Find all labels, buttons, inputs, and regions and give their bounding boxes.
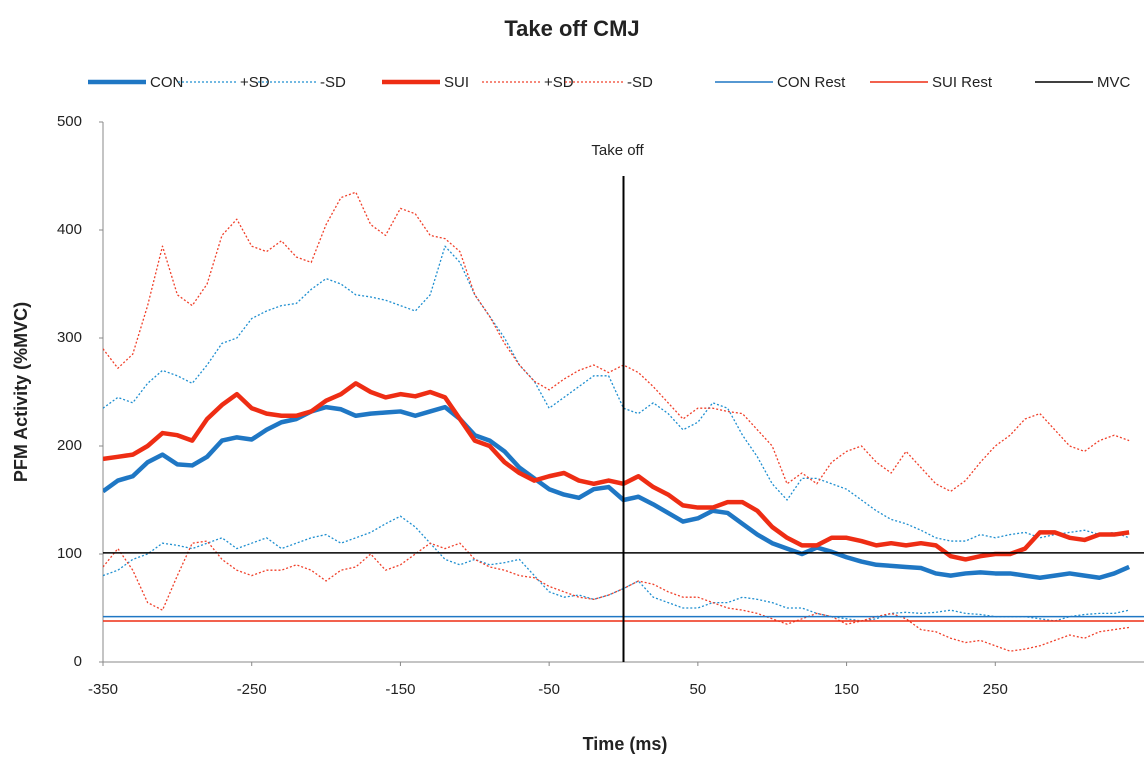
- x-tick-label: -50: [538, 681, 560, 698]
- series-line: [103, 245, 1130, 542]
- y-tick-label: 200: [57, 437, 82, 454]
- x-axis-title: Time (ms): [583, 734, 668, 754]
- series-line: [103, 381, 1130, 562]
- legend-label: -SD: [627, 74, 653, 91]
- series-line: [103, 191, 1130, 493]
- vline-label: Take off: [591, 142, 644, 159]
- x-tick-label: -150: [385, 681, 415, 698]
- legend-label: CON: [150, 74, 183, 91]
- series-line: [103, 404, 1131, 581]
- x-tick-label: -350: [88, 681, 118, 698]
- legend-label: CON Rest: [777, 74, 846, 91]
- chart-title: Take off CMJ: [504, 16, 639, 41]
- series-line: [103, 540, 1130, 652]
- y-tick-label: 400: [57, 221, 82, 238]
- legend-label: -SD: [320, 74, 346, 91]
- x-tick-label: 250: [983, 681, 1008, 698]
- y-axis-title: PFM Activity (%MVC): [11, 302, 31, 482]
- legend-label: SUI: [444, 74, 469, 91]
- series-line: [103, 515, 1130, 622]
- legend-label: +SD: [240, 74, 270, 91]
- legend-label: MVC: [1097, 74, 1131, 91]
- x-tick-label: 50: [690, 681, 707, 698]
- legend-label: SUI Rest: [932, 74, 993, 91]
- legend-label: +SD: [544, 74, 574, 91]
- x-tick-label: -250: [237, 681, 267, 698]
- y-tick-label: 100: [57, 545, 82, 562]
- y-tick-label: 300: [57, 329, 82, 346]
- y-tick-label: 500: [57, 113, 82, 130]
- y-tick-label: 0: [74, 653, 82, 670]
- x-tick-label: 150: [834, 681, 859, 698]
